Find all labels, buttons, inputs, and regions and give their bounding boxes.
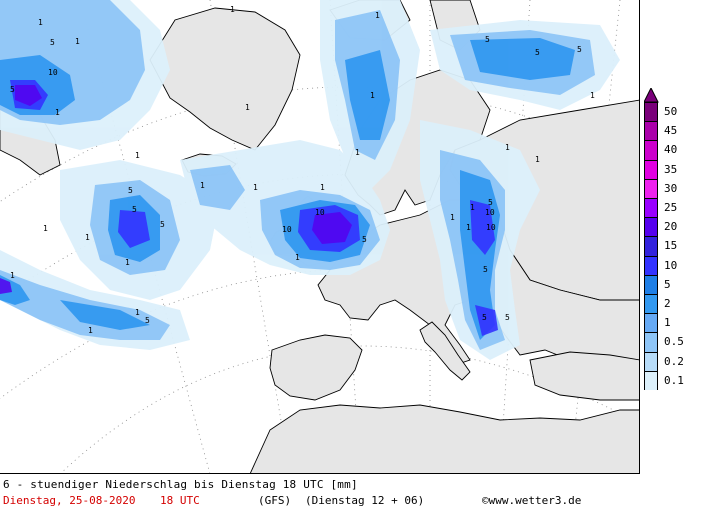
legend-label: 2 [664,297,671,310]
contour-label: 5 [145,316,150,325]
map-canvas: 1 5 10 1 5 1 1 5 10 1 5 1 1 5 1 1 1 5 10… [0,0,639,473]
copyright: ©www.wetter3.de [482,494,581,508]
legend-swatch [644,332,658,352]
contour-label: 5 [10,85,15,94]
contour-label: 1 [200,181,205,190]
legend-swatch [644,274,658,294]
contour-label: 1 [450,213,455,222]
contour-label: 1 [320,183,325,192]
contour-label: 5 [485,35,490,44]
legend-label: 1 [664,316,671,330]
legend-swatch [644,351,658,371]
contour-label: 5 [577,45,582,54]
contour-label: 1 [590,91,595,100]
contour-label: 1 [10,271,15,280]
contour-label: 1 [135,151,140,160]
legend-label: 10 [664,258,678,272]
contour-label: 1 [38,18,43,27]
legend-label: 5 [664,277,671,291]
contour-label: 5 [505,313,510,322]
map-title: 6 - stuendiger Niederschlag bis Dienstag… [3,478,358,491]
iberia [269,334,363,401]
precipitation-map: 1 5 10 1 5 1 1 5 10 1 5 1 1 5 1 1 1 5 10… [0,0,640,474]
contour-label: 5 [160,220,165,229]
contour-label: 5 [483,265,488,274]
contour-label: 10 [282,225,292,234]
contour-label: 1 [295,253,300,262]
contour-label: 5 [482,313,487,322]
contour-label: 1 [43,224,48,233]
legend-label: 35 [664,162,678,176]
contour-label: 5 [362,235,367,244]
contour-label: 10 [315,208,325,217]
contour-label: 10 [485,208,495,217]
contour-label: 1 [375,11,380,20]
contour-label: 1 [535,155,540,164]
legend-swatch [644,102,658,122]
contour-label: 10 [48,68,58,77]
legend-swatch [644,370,658,390]
legend-label: 20 [664,220,678,234]
legend-label: 40 [664,143,678,157]
forecast-time: 18 UTC [160,494,200,507]
contour-label: 1 [253,183,258,192]
forecast-date: Dienstag, 25-08-2020 [3,494,136,507]
contour-label: 1 [88,326,93,335]
legend-label: 15 [664,239,678,253]
legend-label: 30 [664,181,678,195]
contour-label: 5 [128,186,133,195]
contour-label: 1 [505,143,510,152]
greenland [149,7,301,151]
copyright-icon: © [482,494,489,507]
legend-swatch [644,140,658,160]
contour-label: 5 [50,38,55,47]
legend-top-arrow [644,88,659,103]
model-name: (GFS) [258,494,292,507]
contour-label: 5 [132,205,137,214]
color-scale-legend: 50 45 40 35 30 25 20 15 10 5 2 1 0.5 0.2 0.1 [644,88,704,390]
contour-label: 1 [230,5,235,14]
precip-10 [0,85,352,294]
legend-label: 25 [664,201,678,214]
contour-label: 1 [245,103,250,112]
model-run: (Dienstag 12 + 06) [305,494,425,507]
legend-label: 0.1 [664,373,684,387]
legend-swatch [644,217,658,237]
contour-label: 1 [466,223,471,232]
turkey [529,351,639,401]
contour-label: 1 [470,203,475,212]
contour-label: 1 [75,37,80,46]
website-link: www.wetter3.de [488,494,582,507]
contour-labels: 1 5 10 1 5 1 1 5 10 1 5 1 1 5 1 1 1 5 10… [10,5,595,335]
contour-label: 5 [488,198,493,207]
contour-label: 1 [355,148,360,157]
contour-label: 5 [535,48,540,57]
legend-label: 45 [664,124,678,138]
north-africa [249,404,639,473]
contour-label: 1 [55,108,60,117]
legend-swatch [644,255,658,275]
contour-label: 1 [125,258,130,267]
legend-label: 0.2 [664,354,684,368]
contour-label: 1 [85,233,90,242]
italy [419,321,471,381]
legend-swatch [644,159,658,179]
legend-swatch [644,294,658,314]
legend-swatch [644,313,658,333]
legend-swatch [644,121,658,141]
legend-swatch [644,236,658,256]
legend-label: 50 [664,105,678,118]
legend-swatch [644,198,658,218]
legend-label: 0.5 [664,335,684,349]
contour-label: 1 [135,308,140,317]
contour-label: 1 [370,91,375,100]
contour-label: 10 [486,223,496,232]
legend-swatch [644,178,658,198]
map-footer: 6 - stuendiger Niederschlag bis Dienstag… [0,474,640,513]
